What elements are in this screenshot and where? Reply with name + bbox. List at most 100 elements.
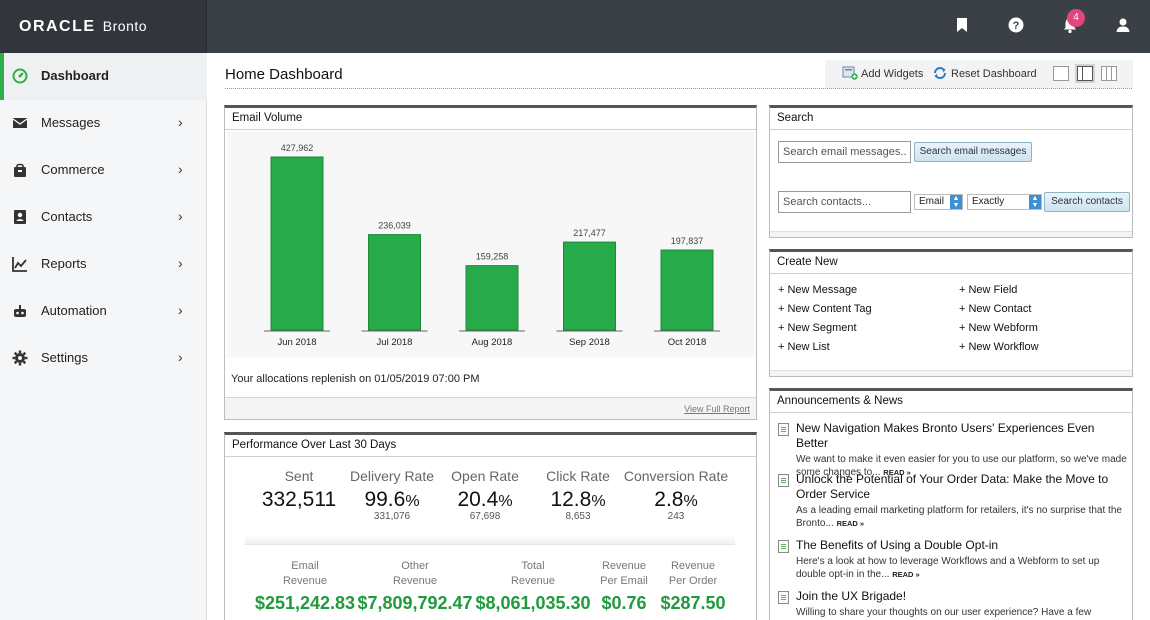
sidebar-item-dashboard[interactable]: Dashboard bbox=[0, 53, 207, 100]
help-icon[interactable]: ? bbox=[1006, 16, 1026, 36]
sidebar-item-messages[interactable]: Messages › bbox=[0, 100, 207, 147]
new-list-link[interactable]: + New List bbox=[778, 341, 830, 353]
news-title[interactable]: Join the UX Brigade! bbox=[796, 589, 907, 603]
sidebar-item-commerce[interactable]: Commerce › bbox=[0, 147, 207, 194]
shopping-bag-icon bbox=[14, 163, 26, 177]
news-item[interactable]: New Navigation Makes Bronto Users' Exper… bbox=[778, 421, 1128, 479]
sidebar-item-label: Messages bbox=[41, 115, 101, 130]
search-contacts-input[interactable] bbox=[778, 191, 911, 213]
document-icon bbox=[778, 474, 789, 487]
three-column-layout-icon[interactable] bbox=[1101, 66, 1117, 81]
bar-jun-2018[interactable] bbox=[270, 156, 324, 331]
sidebar-item-label: Automation bbox=[41, 303, 107, 318]
metric-delivery-rate: Delivery Rate 99.6% 331,076 bbox=[349, 468, 435, 522]
bar-aug-2018[interactable] bbox=[465, 265, 519, 331]
chevron-right-icon: › bbox=[178, 349, 183, 365]
panel-title: Create New bbox=[770, 252, 1132, 274]
x-tick-label: Oct 2018 bbox=[668, 337, 707, 348]
sidebar-item-label: Settings bbox=[41, 350, 88, 365]
sidebar-item-label: Commerce bbox=[41, 162, 105, 177]
two-column-layout-icon[interactable] bbox=[1077, 66, 1093, 81]
select-arrows-icon: ▲ ▼ bbox=[950, 195, 962, 209]
bookmark-icon[interactable] bbox=[952, 16, 972, 36]
header-divider bbox=[225, 88, 1132, 89]
news-item[interactable]: The Benefits of Using a Double Opt-in He… bbox=[778, 538, 1128, 581]
bar-sep-2018[interactable] bbox=[563, 241, 616, 331]
metric-conversion-rate: Conversion Rate 2.8% 243 bbox=[623, 468, 729, 522]
news-item[interactable]: Unlock the Potential of Your Order Data:… bbox=[778, 472, 1128, 530]
new-webform-link[interactable]: + New Webform bbox=[959, 322, 1038, 334]
brand-area: ORACLE Bronto bbox=[0, 0, 207, 53]
other-revenue: Other Revenue $7,809,792.47 bbox=[357, 560, 473, 613]
x-tick-label: Aug 2018 bbox=[472, 337, 513, 348]
bar-value-label: 217,477 bbox=[573, 228, 606, 238]
news-item[interactable]: Join the UX Brigade! Willing to share yo… bbox=[778, 589, 1128, 619]
document-icon bbox=[778, 540, 789, 553]
search-contacts-button[interactable]: Search contacts bbox=[1044, 192, 1130, 212]
panel-title: Search bbox=[770, 108, 1132, 130]
sidebar-item-label: Reports bbox=[41, 256, 87, 271]
news-title[interactable]: New Navigation Makes Bronto Users' Exper… bbox=[796, 421, 1095, 450]
sidebar-item-label: Dashboard bbox=[41, 68, 109, 83]
create-new-panel: Create New + New Message + New Content T… bbox=[769, 249, 1133, 377]
news-title[interactable]: The Benefits of Using a Double Opt-in bbox=[796, 538, 999, 552]
read-more-link[interactable]: READ » bbox=[836, 519, 865, 528]
new-contact-link[interactable]: + New Contact bbox=[959, 303, 1032, 315]
search-email-messages-button[interactable]: Search email messages bbox=[914, 142, 1032, 162]
gear-icon bbox=[12, 350, 28, 366]
view-full-report-link[interactable]: View Full Report bbox=[684, 404, 750, 414]
add-widget-icon bbox=[842, 66, 858, 80]
read-more-link[interactable]: READ » bbox=[892, 570, 920, 579]
new-field-link[interactable]: + New Field bbox=[959, 284, 1018, 296]
x-tick-label: Jun 2018 bbox=[277, 337, 316, 348]
add-widgets-button[interactable]: Add Widgets bbox=[842, 66, 923, 80]
announcements-panel: Announcements & News New Navigation Make… bbox=[769, 388, 1133, 620]
panel-footer bbox=[770, 231, 1132, 237]
panel-footer: View Full Report bbox=[225, 397, 756, 419]
performance-panel: Performance Over Last 30 Days Sent 332,5… bbox=[224, 432, 757, 620]
email-volume-panel: Email Volume 427,962 Jun 2018 236,039 Jul 2… bbox=[224, 105, 757, 420]
search-email-messages-input[interactable] bbox=[778, 141, 911, 163]
revenue-per-email: Revenue Per Email $0.76 bbox=[600, 560, 648, 613]
sidebar-item-automation[interactable]: Automation › bbox=[0, 288, 207, 335]
contact-field-select[interactable]: Email ▲ ▼ bbox=[914, 194, 963, 210]
chevron-right-icon: › bbox=[178, 114, 183, 130]
performance-divider bbox=[245, 535, 735, 545]
revenue-per-order: Revenue Per Order $287.50 bbox=[660, 560, 726, 613]
chart-icon bbox=[12, 257, 27, 272]
reset-dashboard-button[interactable]: Reset Dashboard bbox=[932, 66, 1037, 80]
panel-title: Performance Over Last 30 Days bbox=[225, 435, 756, 457]
new-workflow-link[interactable]: + New Workflow bbox=[959, 341, 1039, 353]
x-tick-label: Sep 2018 bbox=[569, 337, 610, 348]
sidebar-item-settings[interactable]: Settings › bbox=[0, 335, 207, 382]
bar-value-label: 159,258 bbox=[476, 252, 509, 262]
new-message-link[interactable]: + New Message bbox=[778, 284, 858, 296]
document-icon bbox=[778, 591, 789, 604]
bar-oct-2018[interactable] bbox=[660, 249, 714, 331]
bar-jul-2018[interactable] bbox=[368, 234, 421, 331]
select-arrows-icon: ▲ ▼ bbox=[1029, 195, 1041, 209]
chevron-right-icon: › bbox=[178, 161, 183, 177]
sidebar-item-reports[interactable]: Reports › bbox=[0, 241, 207, 288]
robot-icon bbox=[14, 305, 26, 317]
sidebar-item-contacts[interactable]: Contacts › bbox=[0, 194, 207, 241]
panel-title: Announcements & News bbox=[770, 391, 1132, 413]
envelope-icon bbox=[12, 118, 28, 128]
contact-match-select[interactable]: Exactly ▲ ▼ bbox=[967, 194, 1042, 210]
new-content-tag-link[interactable]: + New Content Tag bbox=[778, 303, 872, 315]
user-icon[interactable] bbox=[1113, 16, 1133, 36]
refresh-icon bbox=[934, 67, 946, 79]
svg-text:?: ? bbox=[1013, 20, 1020, 32]
metric-click-rate: Click Rate 12.8% 8,653 bbox=[546, 468, 610, 522]
bar-value-label: 197,837 bbox=[671, 236, 704, 246]
notification-count-badge: 4 bbox=[1067, 9, 1085, 27]
single-column-layout-icon[interactable] bbox=[1053, 66, 1069, 81]
email-volume-chart-svg: 427,962 Jun 2018 236,039 Jul 2018 159,258 Aug… bbox=[264, 143, 720, 348]
news-title[interactable]: Unlock the Potential of Your Order Data:… bbox=[796, 472, 1109, 501]
page-title: Home Dashboard bbox=[225, 66, 343, 83]
panel-footer bbox=[770, 370, 1132, 376]
read-more-link[interactable]: READ » bbox=[883, 468, 911, 477]
oracle-bronto-logo[interactable]: ORACLE Bronto bbox=[19, 18, 148, 35]
new-segment-link[interactable]: + New Segment bbox=[778, 322, 857, 334]
bar-value-label: 236,039 bbox=[378, 221, 411, 231]
